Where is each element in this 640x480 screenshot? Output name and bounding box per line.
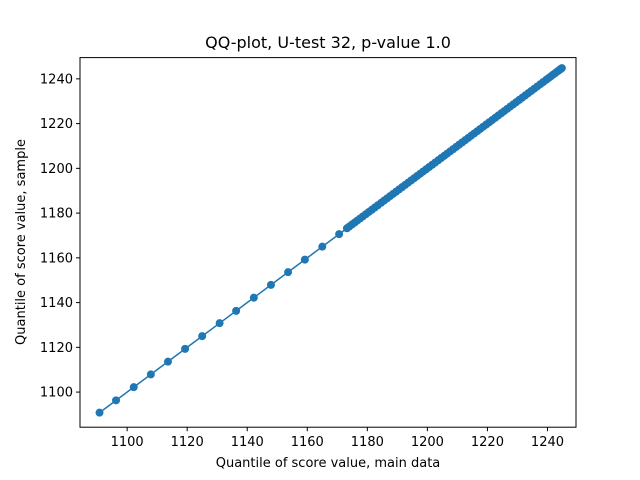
data-point	[215, 319, 224, 328]
data-point	[146, 370, 155, 379]
plot-area	[95, 64, 566, 417]
y-tick-label: 1200	[40, 162, 73, 177]
y-tick-label: 1160	[40, 251, 73, 266]
y-tick-label: 1100	[40, 386, 73, 401]
x-tick-label: 1120	[171, 435, 204, 450]
data-point	[266, 280, 275, 289]
x-axis-ticks: 1100 1120 1140 1160 1180 1200 1220 1240	[111, 427, 564, 450]
x-tick-label: 1140	[231, 435, 264, 450]
y-axis-label: Quantile of score value, sample	[14, 139, 29, 345]
data-point	[300, 255, 309, 264]
y-tick-label: 1140	[40, 296, 73, 311]
data-point	[198, 332, 207, 341]
data-point	[557, 64, 566, 73]
y-axis-ticks: 1100 1120 1140 1160 1180 1200 1220 1240	[40, 72, 80, 401]
y-tick-label: 1180	[40, 207, 73, 222]
x-axis-label: Quantile of score value, main data	[216, 456, 441, 471]
data-point	[95, 408, 104, 417]
plot-frame	[79, 57, 577, 428]
data-point	[249, 293, 258, 302]
data-point	[232, 306, 241, 315]
y-tick-label: 1120	[40, 341, 73, 356]
data-point	[335, 230, 344, 239]
data-point	[318, 242, 327, 251]
x-tick-label: 1100	[111, 435, 144, 450]
data-point	[112, 396, 121, 405]
data-point	[129, 383, 138, 392]
x-tick-label: 1180	[351, 435, 384, 450]
x-tick-label: 1240	[531, 435, 564, 450]
x-tick-label: 1200	[411, 435, 444, 450]
data-point	[284, 268, 293, 277]
x-tick-label: 1220	[471, 435, 504, 450]
y-tick-label: 1240	[40, 72, 73, 87]
data-point	[181, 344, 190, 353]
chart-title: QQ-plot, U-test 32, p-value 1.0	[205, 33, 451, 52]
data-point	[163, 357, 172, 366]
y-tick-label: 1220	[40, 117, 73, 132]
x-tick-label: 1160	[291, 435, 324, 450]
